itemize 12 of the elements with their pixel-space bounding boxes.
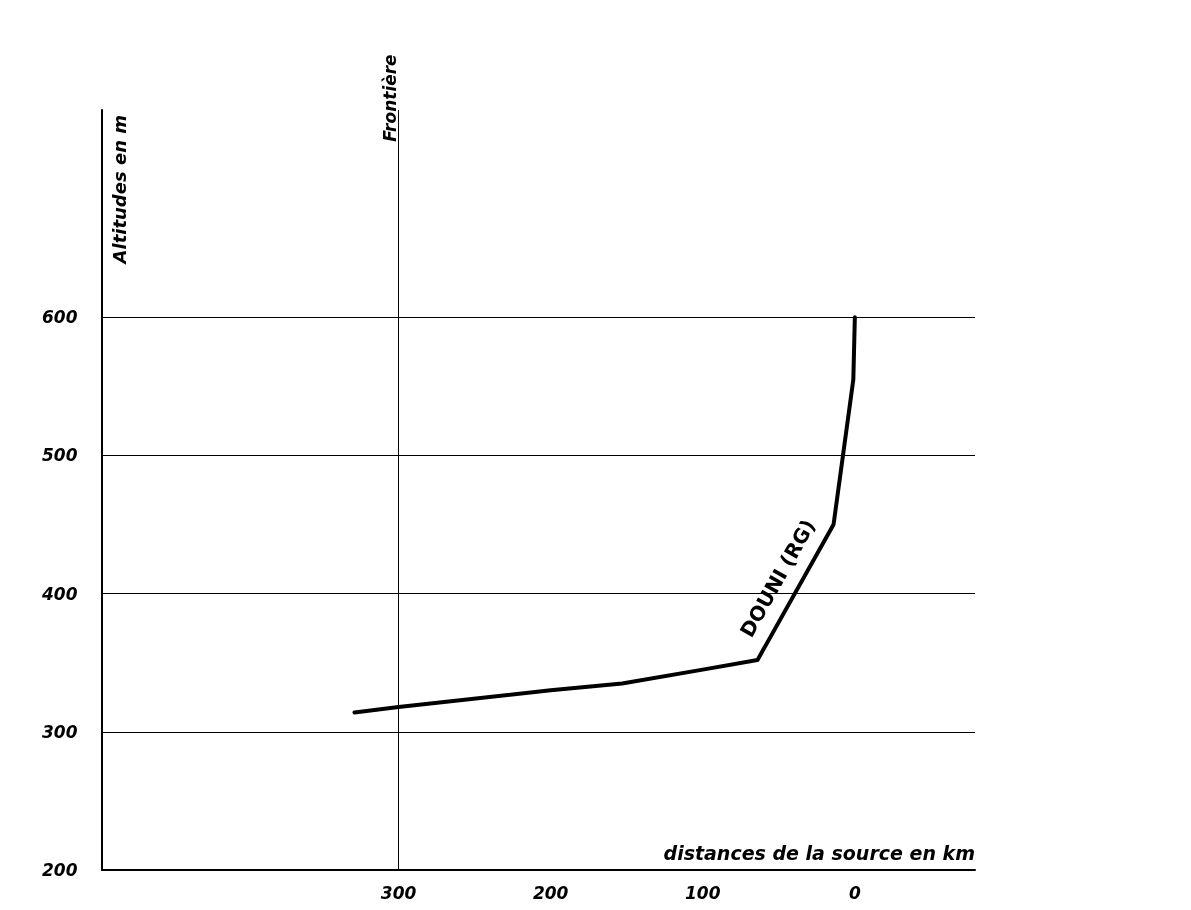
x-tick-label: 200 xyxy=(532,882,569,903)
y-tick-label: 500 xyxy=(42,445,78,466)
ref-line-label: Frontière xyxy=(380,54,401,142)
x-tick-label: 100 xyxy=(685,882,721,903)
y-tick-label: 200 xyxy=(42,860,78,880)
y-tick-label: 300 xyxy=(42,721,78,742)
x-axis-title: distances de la source en km xyxy=(663,841,975,864)
x-tick-label: 0 xyxy=(848,882,861,903)
y-tick-label: 600 xyxy=(42,307,78,328)
y-tick-label: 400 xyxy=(41,583,78,604)
y-axis-title: Altitudes en m xyxy=(108,115,130,266)
x-tick-label: 300 xyxy=(380,882,417,903)
